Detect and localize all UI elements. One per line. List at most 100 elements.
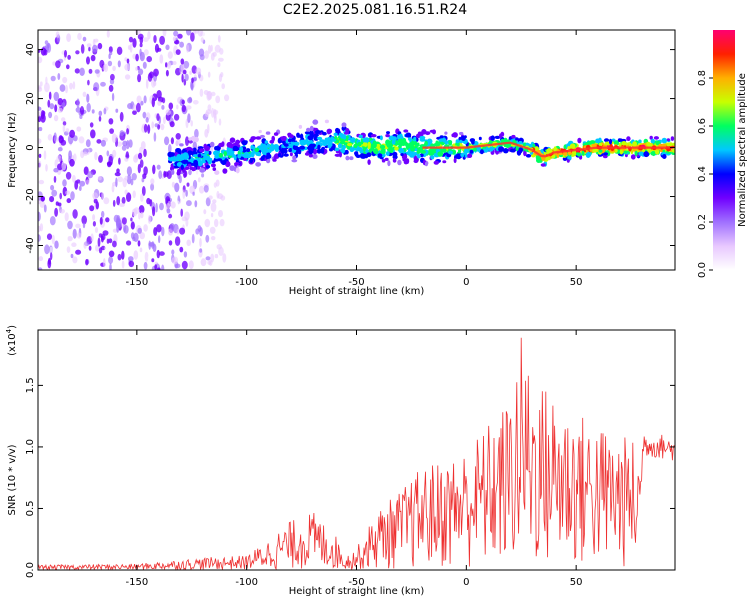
noise-cell [52, 61, 56, 66]
noise-cell [200, 258, 207, 267]
noise-cell [65, 84, 68, 94]
noise-cell [116, 141, 123, 147]
noise-cell [68, 150, 72, 160]
noise-cell [44, 40, 49, 45]
noise-cell [88, 68, 93, 74]
ridge-line [422, 141, 673, 158]
noise-cell [156, 224, 162, 233]
noise-cell [64, 212, 69, 222]
signal-cell [394, 146, 399, 151]
noise-cell [74, 180, 79, 190]
signal-cell [204, 155, 211, 160]
signal-cell [283, 143, 289, 147]
signal-cell [304, 152, 310, 156]
noise-cell [78, 136, 85, 144]
noise-cell [64, 234, 69, 244]
signal-cell [307, 135, 314, 141]
noise-cell [179, 227, 186, 235]
noise-cell [137, 33, 144, 40]
noise-cell [131, 173, 137, 181]
signal-cell [516, 149, 522, 156]
signal-cell [489, 140, 493, 145]
noise-cell [139, 232, 145, 240]
x-axis-title: Height of straight line (km) [289, 286, 425, 297]
noise-cell [116, 223, 120, 233]
signal-cell [265, 131, 271, 135]
noise-cell [210, 202, 217, 212]
signal-cell [589, 140, 596, 144]
noise-cell [156, 164, 161, 170]
y-tick-label: 20 [25, 92, 36, 105]
noise-cell [119, 130, 125, 137]
noise-cell [98, 247, 103, 254]
noise-cell [195, 228, 200, 235]
noise-cell [57, 73, 61, 80]
noise-cell [83, 241, 87, 249]
noise-cell [38, 160, 42, 169]
noise-cell [216, 244, 222, 250]
noise-cell [57, 98, 63, 106]
noise-cell [100, 81, 106, 87]
noise-cell [188, 169, 192, 176]
noise-cell [85, 179, 90, 185]
noise-cell [179, 41, 185, 48]
noise-cell [49, 216, 56, 226]
noise-cell [165, 62, 168, 68]
noise-cell [38, 111, 41, 118]
signal-cell [410, 146, 415, 152]
noise-cell [140, 193, 144, 202]
noise-cell [54, 240, 59, 249]
signal-cell [306, 127, 311, 132]
noise-cell [76, 232, 82, 239]
noise-cell [89, 251, 96, 257]
noise-cell [204, 218, 211, 228]
noise-cell [213, 113, 217, 124]
signal-cell [349, 156, 354, 161]
signal-cell [442, 138, 447, 143]
x-tick-label: 0 [463, 577, 469, 588]
noise-cell [79, 180, 86, 187]
signal-cell [205, 165, 211, 169]
signal-cell [210, 163, 216, 168]
noise-cell [91, 109, 95, 114]
noise-cell [67, 236, 73, 242]
x-tick-label: -100 [235, 277, 258, 288]
signal-cell [661, 137, 668, 144]
noise-cell [47, 134, 53, 141]
noise-cell [138, 205, 145, 214]
signal-cell [340, 147, 346, 154]
noise-cell [108, 238, 113, 244]
noise-cell [137, 163, 141, 174]
noise-cell [171, 257, 176, 264]
signal-cell [299, 145, 306, 150]
signal-cell [347, 142, 353, 147]
noise-cell [143, 123, 148, 133]
noise-cell [162, 30, 167, 37]
noise-cell [130, 217, 133, 222]
signal-cell [320, 147, 325, 154]
signal-cell [262, 146, 267, 150]
noise-cell [214, 218, 219, 228]
signal-cell [461, 136, 466, 141]
noise-cell [161, 264, 165, 270]
noise-cell [66, 246, 71, 254]
noise-cell [126, 140, 130, 150]
noise-cell [214, 44, 221, 53]
noise-cell [53, 132, 57, 142]
noise-cell [127, 103, 133, 110]
noise-cell [143, 261, 148, 270]
x-tick-label: 0 [463, 277, 469, 288]
noise-cell [86, 93, 90, 103]
noise-cell [77, 32, 82, 41]
signal-cell [366, 152, 372, 157]
signal-cell [499, 133, 503, 139]
signal-cell [437, 151, 444, 157]
x-tick-label: -150 [125, 277, 148, 288]
y-tick-label: 0 [25, 144, 36, 150]
signal-cell [339, 151, 342, 158]
noise-cell [57, 107, 63, 113]
noise-cell [187, 97, 193, 104]
signal-cell [632, 141, 637, 147]
noise-cell [59, 84, 66, 92]
y-axis-multiplier: (x104) [5, 325, 18, 356]
